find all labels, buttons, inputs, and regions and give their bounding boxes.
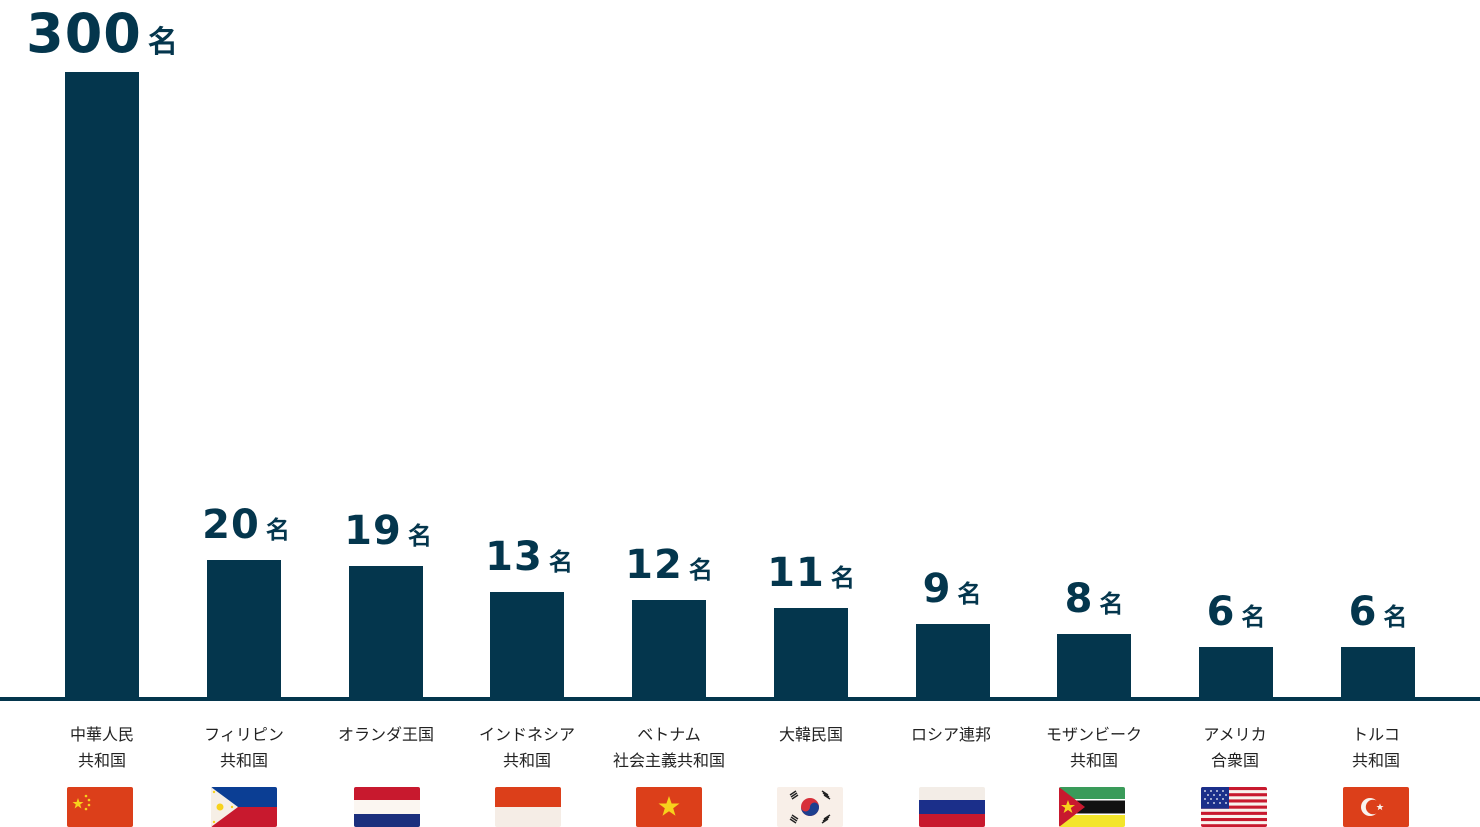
flag-china-icon [67, 787, 133, 827]
bar-mozambique [1057, 634, 1131, 698]
bar-vietnam [632, 600, 706, 698]
value-label: 20 名 [202, 502, 290, 548]
x-axis-line [0, 697, 1480, 701]
category-label: フィリピン 共和国 [204, 725, 284, 770]
flag-russia-icon [919, 787, 985, 827]
category-label: トルコ 共和国 [1351, 725, 1400, 770]
flag-vietnam-icon [636, 787, 702, 827]
value-label: 19 名 [344, 508, 432, 554]
bar-philippines [207, 560, 281, 698]
category-label: ロシア連邦 [910, 725, 991, 744]
flag-philippines-icon [211, 787, 277, 827]
value-label: 11 名 [767, 550, 855, 596]
bar-russia [916, 624, 990, 698]
flag-korea-icon [777, 787, 843, 827]
category-label: ベトナム 社会主義共和国 [612, 725, 725, 770]
flag-mozambique-icon [1059, 787, 1125, 827]
value-label: 13 名 [485, 534, 573, 580]
bar-usa [1199, 647, 1273, 698]
category-label: 中華人民 共和国 [69, 725, 134, 770]
category-label: アメリカ 合衆国 [1203, 725, 1267, 770]
flag-turkey-icon [1343, 787, 1409, 827]
bar-korea [774, 608, 848, 698]
flag-indonesia-icon [495, 787, 561, 827]
bar-netherlands [349, 566, 423, 698]
flag-usa-icon [1201, 787, 1267, 827]
flag-netherlands-icon [354, 787, 420, 827]
category-label: オランダ王国 [337, 725, 434, 744]
bar-china [65, 72, 139, 698]
value-label: 300 名 [26, 2, 178, 65]
category-label: インドネシア 共和国 [478, 725, 575, 770]
bar-turkey [1341, 647, 1415, 698]
category-label: 大韓民国 [778, 725, 843, 744]
bar-indonesia [490, 592, 564, 698]
value-label: 12 名 [625, 542, 713, 588]
category-label: モザンビーク 共和国 [1045, 725, 1142, 770]
